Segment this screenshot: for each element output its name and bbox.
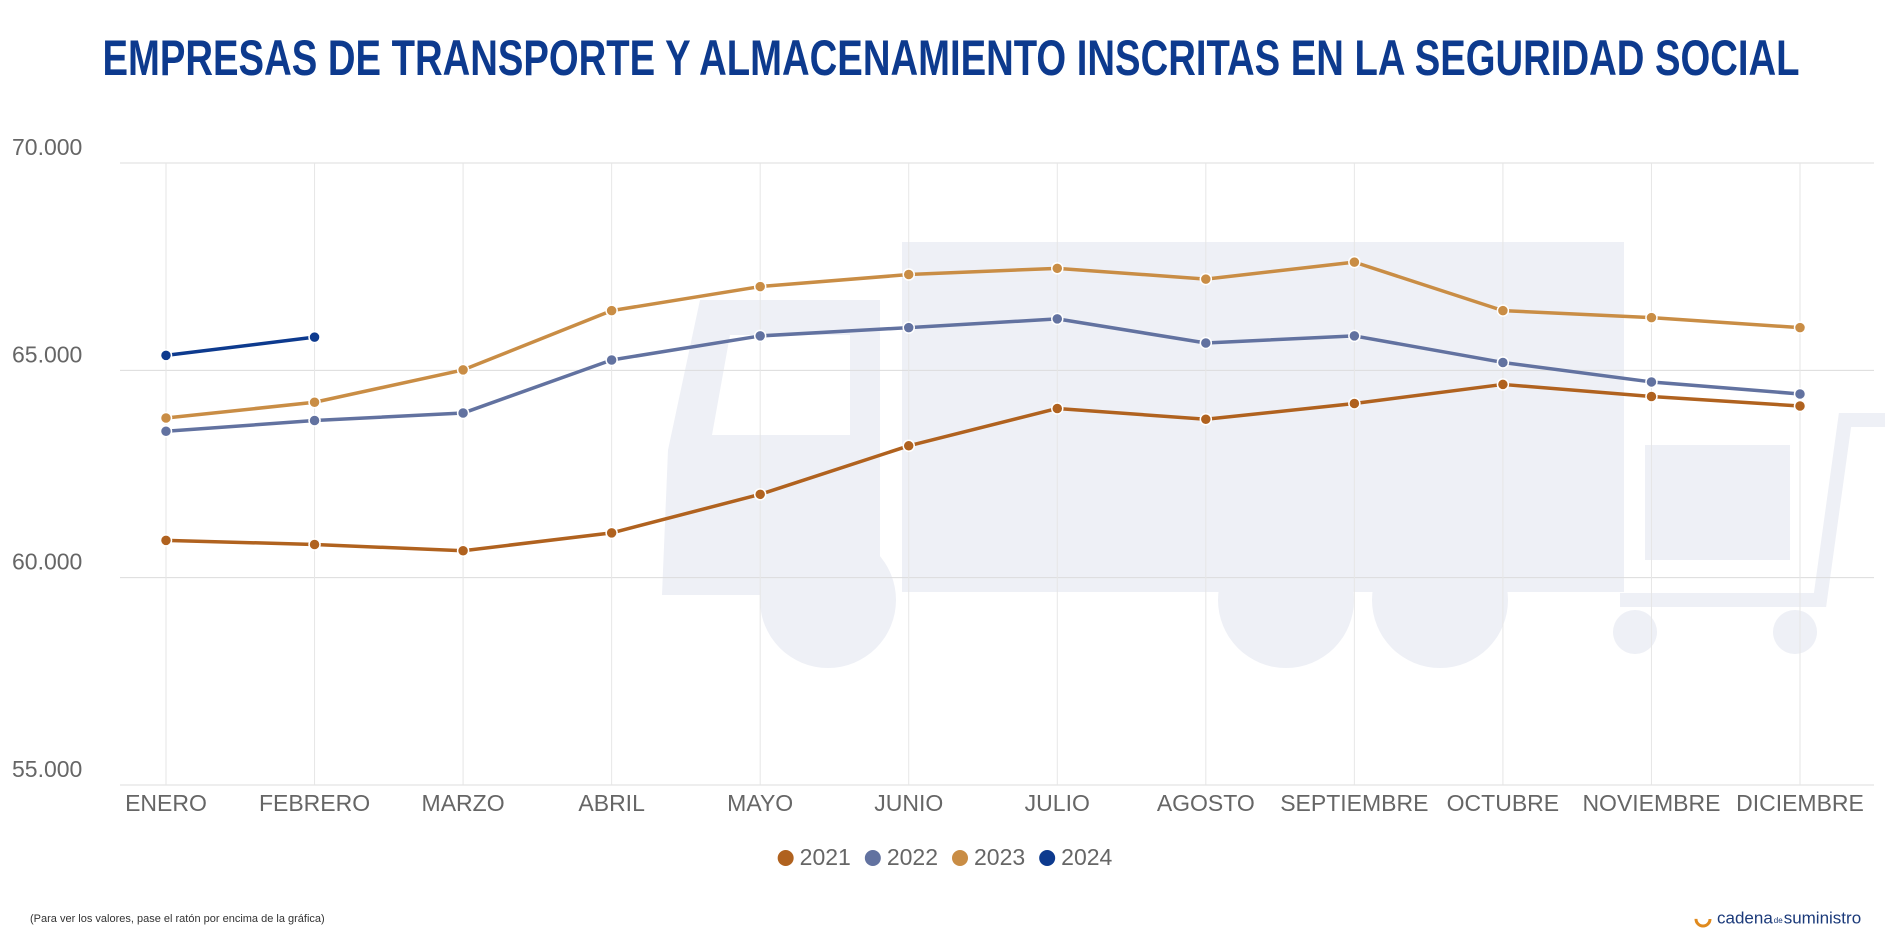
data-point (1199, 413, 1213, 426)
data-point (753, 488, 767, 501)
data-point (1199, 336, 1213, 350)
legend-marker (777, 850, 794, 866)
watermark-wheel (760, 532, 896, 668)
data-point (159, 349, 173, 362)
data-point (1348, 397, 1361, 410)
data-point (1496, 304, 1510, 317)
data-point (308, 330, 321, 344)
data-point (456, 363, 470, 377)
x-tick-label: MARZO (422, 790, 505, 816)
data-point (1645, 311, 1658, 324)
legend-label: 2021 (800, 844, 851, 870)
x-tick-label: OCTUBRE (1447, 790, 1559, 816)
data-point (1348, 329, 1361, 343)
x-tick-label: ENERO (125, 790, 207, 816)
data-point (1645, 390, 1658, 403)
watermark (662, 242, 1885, 668)
watermark-cart-wheel (1773, 610, 1817, 654)
brand-logo (1694, 910, 1712, 928)
x-tick-label: JUNIO (874, 790, 943, 816)
data-point (605, 304, 618, 317)
series-line (165, 260, 1801, 420)
y-tick-label: 55.000 (12, 756, 82, 782)
data-point (456, 406, 470, 420)
x-tick-label: FEBRERO (259, 790, 370, 816)
data-point (1793, 387, 1807, 401)
footnote: (Para ver los valores, pase el ratón por… (30, 913, 325, 925)
legend-marker (952, 850, 968, 866)
data-point (1793, 321, 1807, 334)
data-point (1645, 375, 1658, 389)
data-point (1051, 262, 1064, 275)
data-point (456, 544, 470, 557)
legend-label: 2023 (974, 844, 1025, 870)
data-point (1051, 312, 1064, 326)
x-tick-label: NOVIEMBRE (1582, 790, 1720, 816)
data-point (1793, 399, 1807, 413)
legend: 2021 2022 2023 2024 (777, 844, 1113, 870)
data-point (159, 534, 173, 547)
watermark-cart-wheel (1613, 610, 1657, 654)
brand-text: de (1774, 916, 1783, 925)
y-tick-label: 65.000 (12, 341, 82, 367)
watermark-cart (1620, 413, 1885, 607)
watermark-box (1645, 445, 1790, 560)
data-point (1496, 356, 1510, 369)
data-point (1199, 272, 1213, 286)
x-tick-label: DICIEMBRE (1736, 790, 1864, 816)
data-point (605, 526, 618, 540)
data-point (159, 411, 173, 425)
data-point (308, 396, 321, 409)
x-tick-label: MAYO (727, 790, 793, 816)
data-point (753, 329, 767, 343)
watermark-wheel (1218, 532, 1354, 668)
x-tick-label: ABRIL (578, 790, 645, 816)
brand-text: cadena (1717, 908, 1773, 927)
x-tick-label: SEPTIEMBRE (1280, 790, 1428, 816)
data-point (902, 268, 915, 281)
series-line (165, 335, 315, 358)
legend-label: 2024 (1061, 844, 1112, 870)
chart-title: EMPRESAS DE TRANSPORTE Y ALMACENAMIENTO … (103, 30, 1800, 86)
y-tick-label: 60.000 (12, 549, 82, 575)
brand-text: suministro (1784, 908, 1861, 927)
legend-label: 2022 (887, 844, 938, 870)
series-line (165, 317, 1801, 434)
data-point (1348, 255, 1361, 269)
data-point (159, 425, 173, 438)
data-point (605, 353, 618, 367)
series-line (165, 382, 1801, 553)
data-point (902, 321, 915, 334)
x-tick-label: JULIO (1025, 790, 1090, 816)
data-point (308, 414, 321, 427)
data-point (308, 538, 321, 551)
data-point (902, 439, 915, 453)
data-point (1496, 378, 1510, 391)
y-tick-label: 70.000 (12, 134, 82, 160)
data-point (1051, 402, 1064, 415)
watermark-wheel (1372, 532, 1508, 668)
data-point (753, 280, 767, 293)
brand: cadena de suministro (1694, 908, 1861, 928)
legend-marker (1039, 850, 1056, 866)
legend-marker (864, 850, 881, 866)
watermark-window (712, 335, 850, 435)
x-tick-label: AGOSTO (1157, 790, 1255, 816)
